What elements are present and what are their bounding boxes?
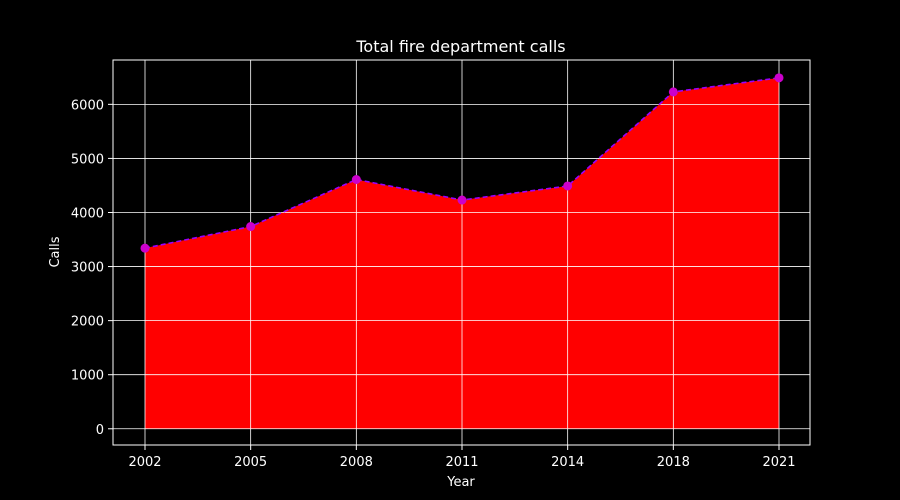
x-tick-label: 2005 <box>234 455 267 470</box>
data-point <box>351 175 361 185</box>
data-point <box>774 73 784 83</box>
y-tick-label: 5000 <box>71 152 104 167</box>
data-point <box>668 87 678 97</box>
y-tick-label: 4000 <box>71 206 104 221</box>
data-point <box>140 243 150 253</box>
x-tick-label: 2021 <box>762 455 795 470</box>
data-point <box>246 222 256 232</box>
x-tick-label: 2002 <box>128 455 161 470</box>
data-point <box>457 195 467 205</box>
plot-area: 2002 2005 2008 2011 2014 2018 2021 0 1000 2000 300… <box>71 59 811 470</box>
x-tick-label: 2018 <box>657 455 690 470</box>
x-tick-label: 2014 <box>551 455 584 470</box>
data-point <box>563 181 573 191</box>
y-tick-label: 3000 <box>71 261 104 276</box>
y-tick-label: 2000 <box>71 315 104 330</box>
y-axis-label: Calls <box>48 236 63 267</box>
y-tick-label: 6000 <box>71 98 104 113</box>
x-tick-label: 2008 <box>340 455 373 470</box>
x-axis-label: Year <box>446 475 475 490</box>
x-tick-label: 2011 <box>445 455 478 470</box>
y-tick-label: 1000 <box>71 369 104 384</box>
y-tick-label: 0 <box>96 423 104 438</box>
chart-title: Total fire department calls <box>355 37 565 56</box>
